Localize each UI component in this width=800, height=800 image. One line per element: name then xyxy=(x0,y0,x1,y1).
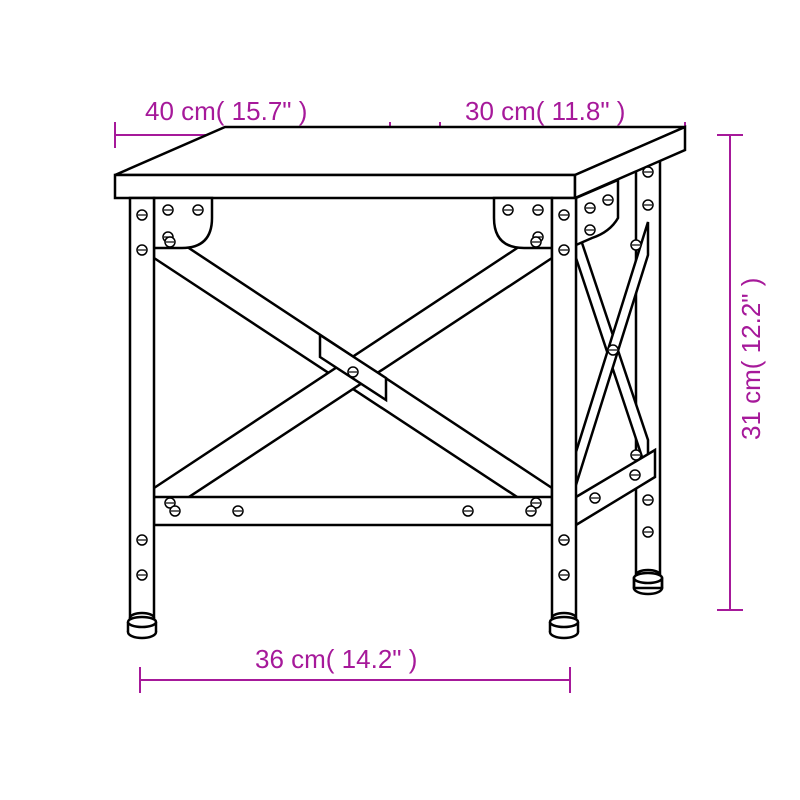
dimension-height-right: 31 cm( 12.2" ) xyxy=(717,135,766,610)
dim-width-bottom-label: 36 cm( 14.2" ) xyxy=(255,644,417,674)
dim-width-top-label: 40 cm( 15.7" ) xyxy=(145,96,307,126)
table-dimension-diagram: 40 cm( 15.7" ) 30 cm( 11.8" ) 31 cm( 12.… xyxy=(0,0,800,800)
dim-height-right-label: 31 cm( 12.2" ) xyxy=(736,278,766,440)
table-drawing xyxy=(115,127,685,638)
bottom-rail-front xyxy=(154,497,552,525)
diagram-container: 40 cm( 15.7" ) 30 cm( 11.8" ) 31 cm( 12.… xyxy=(0,0,800,800)
dim-depth-top-label: 30 cm( 11.8" ) xyxy=(465,96,625,126)
dimension-width-bottom: 36 cm( 14.2" ) xyxy=(140,644,570,693)
